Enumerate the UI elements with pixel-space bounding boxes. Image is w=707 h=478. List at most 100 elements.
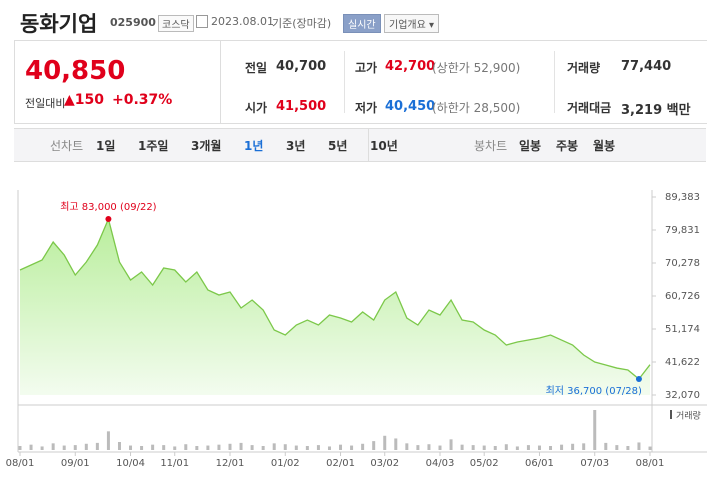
- volume-bar: [493, 446, 497, 450]
- volume-bar: [482, 445, 486, 450]
- volume-bar: [195, 446, 199, 450]
- volume-bar: [339, 444, 343, 450]
- volume-bar: [40, 446, 44, 450]
- y-tick-label: 70,278: [665, 258, 700, 269]
- volume-bar: [283, 444, 287, 450]
- y-tick-label: 32,070: [665, 390, 700, 401]
- volume-bar: [228, 443, 232, 450]
- stat-label: 시가: [245, 101, 268, 115]
- volume-bar: [327, 446, 331, 450]
- overview-button[interactable]: 기업개요 ▾: [384, 14, 440, 33]
- overview-text: 기업개요: [389, 20, 426, 31]
- volume-bar: [582, 443, 586, 450]
- tab[interactable]: 1일: [96, 139, 116, 153]
- tab[interactable]: 10년: [370, 139, 398, 153]
- volume-bar: [405, 443, 409, 450]
- x-tick-label: 07/03: [580, 458, 609, 469]
- divider: [368, 129, 369, 161]
- y-tick-label: 60,726: [665, 291, 700, 302]
- x-tick-label: 01/02: [271, 458, 300, 469]
- divider: [554, 51, 555, 113]
- low-marker: [635, 376, 642, 383]
- volume-bar: [29, 444, 33, 450]
- volume-bar: [106, 431, 110, 450]
- tab[interactable]: 1년: [244, 139, 264, 153]
- volume-bar: [18, 446, 22, 450]
- current-price: 40,850: [25, 56, 126, 86]
- stat-value: 42,700: [385, 59, 436, 74]
- y-tick-label: 89,383: [665, 192, 700, 203]
- x-tick-label: 03/02: [370, 458, 399, 469]
- low-label: 최저 36,700 (07/28): [546, 385, 642, 397]
- volume-bar: [62, 445, 66, 450]
- volume-bar: [162, 445, 166, 450]
- x-tick-label: 10/04: [116, 458, 145, 469]
- volume-bar: [140, 446, 144, 450]
- stats-table: 전일 40,700 고가 42,700 (상한가 52,900) 거래량 77,440 시가 4…: [220, 40, 707, 124]
- volume-icon: [670, 410, 672, 419]
- volume-bar: [294, 445, 298, 450]
- volume-bar: [217, 444, 221, 450]
- volume-bar: [560, 444, 564, 450]
- realtime-button[interactable]: 실시간: [343, 14, 381, 33]
- tab[interactable]: 일봉: [519, 139, 542, 153]
- volume-bar: [504, 444, 508, 450]
- volume-bar: [361, 443, 365, 450]
- volume-bar: [372, 441, 376, 450]
- volume-bar: [637, 442, 641, 450]
- x-tick-label: 02/01: [326, 458, 355, 469]
- x-tick-label: 08/01: [636, 458, 665, 469]
- divider: [344, 51, 345, 113]
- tab[interactable]: 월봉: [593, 139, 616, 153]
- volume-bar: [151, 444, 155, 450]
- volume-bar: [184, 444, 188, 450]
- date: 2023.08.01: [211, 15, 274, 28]
- stat-extra: (상한가 52,900): [432, 61, 521, 75]
- stat-label: 저가: [355, 101, 378, 115]
- y-tick-label: 51,174: [665, 324, 700, 335]
- tab-group-label: 선차트: [50, 139, 84, 153]
- volume-bar: [626, 446, 630, 450]
- chart: 거래량 89,383 79,831 70,278 60,726 51,174 41,622…: [6, 190, 707, 469]
- volume-bar: [383, 435, 387, 450]
- price-box: [14, 40, 221, 124]
- volume-bar: [449, 439, 453, 450]
- stat-value: 41,500: [276, 99, 327, 114]
- x-tick-label: 09/01: [61, 458, 90, 469]
- volume-bar: [316, 445, 320, 450]
- area: [20, 219, 650, 395]
- volume-bar: [206, 445, 210, 450]
- calendar-icon: [196, 15, 208, 28]
- change-pct: +0.37%: [112, 92, 173, 108]
- volume-bar: [571, 443, 575, 450]
- tab[interactable]: 주봉: [556, 139, 579, 153]
- x-tick-label: 05/02: [470, 458, 499, 469]
- volume-bar: [427, 444, 431, 450]
- volume-bar: [117, 442, 121, 450]
- tab[interactable]: 3개월: [191, 139, 222, 153]
- stat-value: 40,450: [385, 99, 436, 114]
- volume-bar: [416, 445, 420, 450]
- high-marker: [105, 216, 112, 223]
- volume-bar: [95, 442, 99, 450]
- volume-bar: [84, 443, 88, 450]
- volume-bar: [648, 446, 652, 450]
- tab[interactable]: 1주일: [138, 139, 169, 153]
- y-tick-label: 79,831: [665, 225, 700, 236]
- change: ▲150: [64, 92, 105, 108]
- x-tick-label: 12/01: [216, 458, 245, 469]
- volume-bar: [549, 446, 553, 450]
- tab[interactable]: 5년: [328, 139, 348, 153]
- stat-value: 40,700: [276, 59, 327, 74]
- tab-group-label: 봉차트: [474, 139, 508, 153]
- change-label: 전일대비: [25, 97, 66, 110]
- volume-label: 거래량: [676, 410, 701, 422]
- x-tick-label: 08/01: [6, 458, 35, 469]
- tab[interactable]: 3년: [286, 139, 306, 153]
- stat-label: 거래량: [567, 61, 601, 75]
- volume-bar: [615, 445, 619, 450]
- stock-name: 동화기업: [20, 12, 98, 36]
- volume-bar: [51, 443, 55, 450]
- volume-bar: [272, 443, 276, 450]
